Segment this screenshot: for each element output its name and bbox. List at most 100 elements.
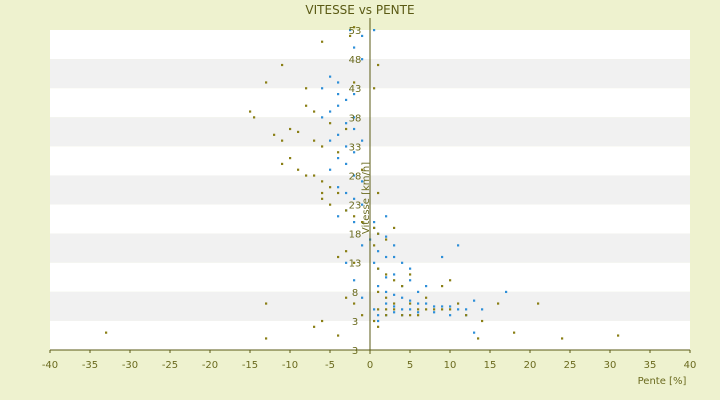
data-point: [425, 296, 428, 299]
data-point: [321, 197, 324, 200]
data-point: [353, 215, 356, 218]
data-point: [361, 168, 364, 171]
data-point: [561, 337, 564, 340]
data-point: [345, 296, 348, 299]
data-point: [377, 285, 380, 288]
data-point: [449, 314, 452, 317]
data-point: [385, 314, 388, 317]
data-point: [401, 296, 404, 299]
data-point: [385, 273, 388, 276]
data-point: [337, 191, 340, 195]
data-point: [393, 279, 396, 282]
data-point: [441, 255, 444, 259]
data-point: [385, 302, 388, 305]
data-point: [337, 81, 340, 84]
data-point: [409, 267, 412, 270]
x-tick-label: -10: [282, 360, 298, 371]
data-point: [425, 285, 428, 288]
x-tick-label: 20: [524, 360, 537, 371]
data-point: [361, 139, 364, 142]
data-point: [393, 293, 396, 296]
y-tick-label: 3: [352, 317, 358, 328]
data-point: [305, 87, 308, 90]
data-point: [385, 276, 388, 279]
data-point: [409, 314, 412, 317]
data-point: [313, 174, 316, 177]
x-tick-label: -15: [242, 360, 258, 371]
data-point: [353, 279, 356, 282]
data-point: [373, 319, 376, 323]
data-point: [377, 232, 380, 235]
data-point: [385, 308, 388, 311]
data-point: [345, 250, 348, 253]
data-point: [345, 145, 348, 148]
data-point: [409, 308, 412, 311]
data-point: [477, 337, 480, 340]
data-point: [313, 110, 316, 113]
x-tick-label: -5: [325, 360, 335, 371]
data-point: [321, 191, 324, 195]
data-point: [377, 308, 380, 311]
data-point: [105, 331, 108, 334]
data-point: [373, 29, 376, 32]
data-point: [337, 133, 340, 136]
data-point: [281, 139, 284, 142]
data-point: [417, 302, 420, 305]
data-point: [377, 250, 380, 253]
data-point: [393, 311, 396, 314]
data-point: [473, 331, 476, 334]
data-point: [373, 261, 376, 264]
y-tick-label: 48: [349, 55, 362, 66]
data-point: [353, 302, 356, 305]
data-point: [321, 40, 324, 43]
data-point: [345, 98, 348, 102]
data-point: [353, 197, 356, 200]
data-point: [417, 314, 420, 317]
data-point: [361, 221, 364, 224]
data-point: [361, 34, 364, 38]
data-point: [289, 157, 292, 160]
data-point: [361, 314, 364, 317]
data-point: [377, 290, 380, 294]
data-point: [393, 273, 396, 276]
data-point: [409, 299, 412, 302]
data-point: [329, 168, 332, 171]
data-point: [373, 244, 376, 247]
data-point: [337, 104, 340, 107]
x-axis-title: Pente [%]: [638, 376, 687, 387]
data-point: [401, 314, 404, 317]
data-point: [281, 162, 284, 166]
data-point: [373, 226, 376, 230]
data-point: [433, 308, 436, 311]
data-point: [361, 296, 364, 299]
data-point: [297, 130, 300, 134]
data-point: [505, 290, 508, 294]
data-point: [373, 221, 376, 224]
x-tick-label: -35: [82, 360, 98, 371]
data-point: [457, 244, 460, 247]
x-tick-label: 25: [564, 360, 577, 371]
data-point: [329, 139, 332, 142]
data-point: [361, 180, 364, 183]
data-point: [329, 203, 332, 206]
data-point: [417, 290, 420, 294]
data-point: [417, 311, 420, 314]
data-point: [273, 133, 276, 136]
data-point: [353, 174, 356, 177]
data-point: [457, 302, 460, 305]
x-tick-label: 15: [484, 360, 497, 371]
data-point: [393, 255, 396, 259]
y-tick-label: 8: [352, 288, 358, 299]
x-tick-label: -20: [202, 360, 218, 371]
data-point: [353, 221, 356, 224]
y-tick-label: 13: [349, 259, 362, 270]
data-point: [321, 116, 324, 119]
data-point: [353, 127, 356, 131]
y-tick-label: 3: [352, 346, 358, 357]
x-tick-label: -30: [122, 360, 138, 371]
data-point: [513, 331, 516, 334]
data-point: [361, 58, 364, 61]
data-point: [377, 63, 380, 67]
data-point: [313, 325, 316, 328]
x-tick-label: 10: [444, 360, 457, 371]
